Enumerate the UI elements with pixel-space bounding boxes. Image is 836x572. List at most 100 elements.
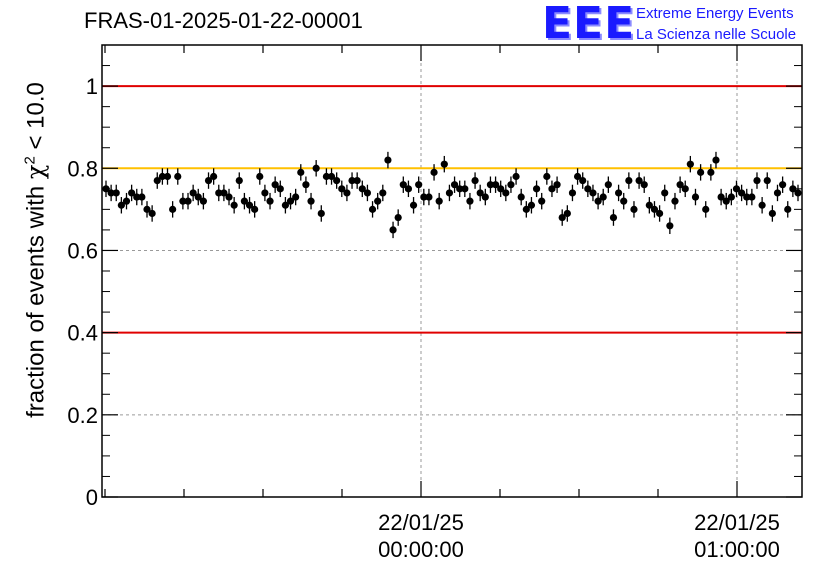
x-tick-date-label: 22/01/25 <box>694 510 780 535</box>
data-point <box>225 193 233 201</box>
data-point <box>322 172 331 181</box>
data-point <box>358 185 366 193</box>
data-point <box>758 201 766 209</box>
data-point <box>266 197 274 205</box>
data-point <box>722 197 730 205</box>
data-point <box>122 197 131 205</box>
data-point <box>630 205 638 213</box>
data-point <box>327 172 336 181</box>
data-point <box>302 181 310 189</box>
data-point <box>563 209 571 218</box>
data-point <box>645 201 653 209</box>
data-point <box>292 193 300 201</box>
data-point <box>558 213 566 222</box>
data-point <box>245 201 254 209</box>
data-point <box>681 185 689 193</box>
data-point <box>594 197 602 205</box>
data-point <box>691 193 700 201</box>
data-point <box>502 189 510 197</box>
data-point <box>650 205 659 213</box>
data-point <box>743 193 751 201</box>
data-point <box>573 172 582 181</box>
data-point <box>184 197 192 205</box>
data-point <box>763 177 771 185</box>
data-point <box>753 177 761 185</box>
data-point <box>286 197 295 205</box>
data-point <box>343 189 351 197</box>
data-point <box>773 189 782 197</box>
data-point <box>394 213 402 222</box>
data-point <box>656 209 664 218</box>
data-point <box>538 197 546 205</box>
data-point <box>661 189 669 197</box>
data-point <box>727 193 735 201</box>
data-point <box>312 164 320 172</box>
data-point <box>748 193 756 201</box>
data-point <box>789 185 797 193</box>
data-point <box>671 197 679 205</box>
data-point <box>527 201 536 209</box>
data-point <box>179 197 187 205</box>
data-point <box>133 193 141 201</box>
data-point <box>317 209 325 218</box>
data-point <box>779 181 787 189</box>
data-point <box>384 156 392 164</box>
x-tick-time-label: 01:00:00 <box>694 537 780 562</box>
data-point <box>143 205 151 213</box>
data-point <box>686 160 694 168</box>
data-point <box>507 181 515 189</box>
data-point <box>379 189 387 197</box>
data-point <box>230 201 238 209</box>
data-point <box>404 185 413 193</box>
data-point <box>604 181 612 189</box>
y-tick-label: 0.4 <box>67 321 98 346</box>
data-point <box>486 181 495 189</box>
data-point <box>307 197 315 205</box>
data-point <box>333 177 341 185</box>
data-point <box>389 226 397 234</box>
data-point <box>697 168 705 176</box>
logo-line-2: La Scienza nelle Scuole <box>636 26 797 43</box>
data-point <box>568 189 577 197</box>
y-tick-label: 1 <box>86 74 98 99</box>
data-point <box>235 177 243 185</box>
data-point <box>399 181 407 189</box>
data-point <box>374 197 382 205</box>
data-point <box>348 177 356 185</box>
data-point <box>481 193 489 201</box>
data-point <box>297 168 305 176</box>
data-point <box>409 201 418 209</box>
data-point <box>620 197 628 205</box>
data-point <box>189 189 197 197</box>
data-point <box>363 189 372 197</box>
data-point <box>491 181 500 189</box>
logo-line-1: Extreme Energy Events <box>636 5 794 22</box>
data-point <box>169 205 177 213</box>
data-point <box>707 168 715 176</box>
y-tick-label: 0.8 <box>67 156 98 181</box>
data-point <box>471 177 479 185</box>
data-point <box>548 185 556 193</box>
data-point <box>368 205 377 213</box>
eee-logo-mark: EEE <box>542 0 636 49</box>
data-point <box>553 181 561 189</box>
data-point <box>461 185 469 193</box>
plot-frame <box>101 44 803 498</box>
data-point <box>153 177 161 185</box>
data-point <box>522 205 530 213</box>
data-point <box>112 189 120 197</box>
data-point <box>768 209 776 218</box>
data-point <box>738 189 746 197</box>
data-point <box>148 209 156 218</box>
data-point <box>174 172 182 181</box>
data-point <box>117 201 125 209</box>
data-point <box>640 181 648 189</box>
data-point <box>128 189 136 197</box>
data-point <box>420 193 428 201</box>
data-point <box>194 193 202 201</box>
data-point <box>614 189 623 197</box>
data-point <box>204 177 213 185</box>
data-point <box>517 193 525 201</box>
data-point <box>338 185 346 193</box>
